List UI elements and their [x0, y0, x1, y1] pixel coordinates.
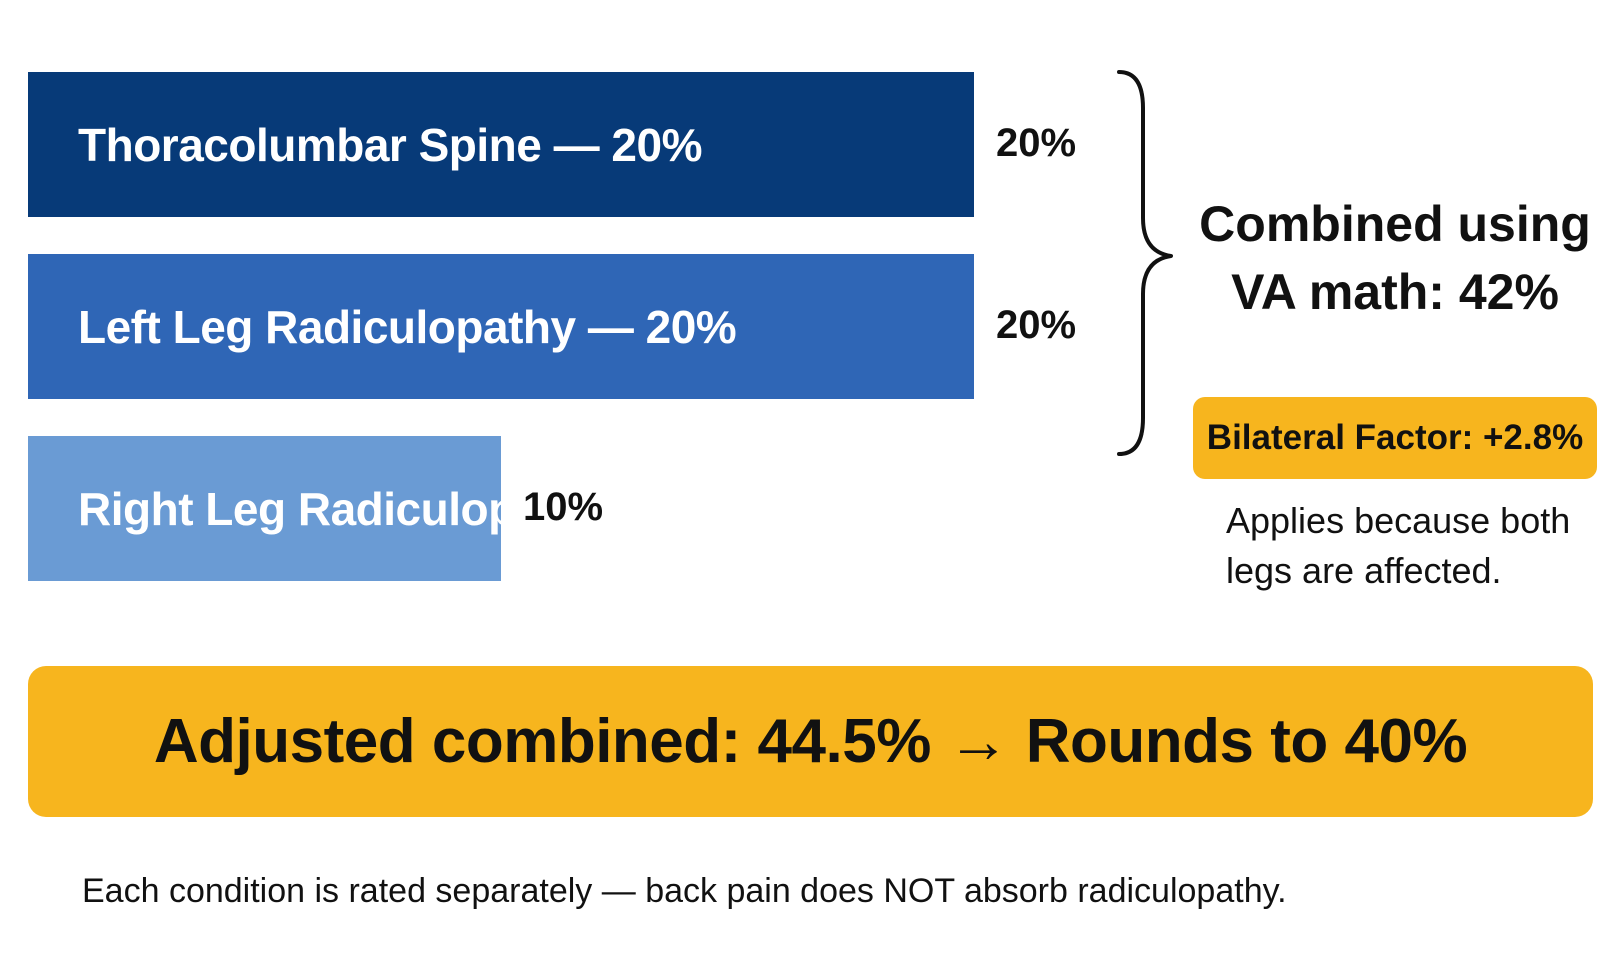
bar-label: Left Leg Radiculopathy — 20% — [78, 300, 737, 353]
bar-value-label: 20% — [996, 302, 1077, 347]
bar-label: Thoracolumbar Spine — 20% — [78, 118, 702, 171]
adjusted-combined-banner: Adjusted combined: 44.5% → Rounds to 40% — [28, 666, 1593, 817]
bar-3: Right Leg Radiculopathy — 10% — [28, 436, 769, 581]
bar-2: Left Leg Radiculopathy — 20% — [28, 254, 974, 399]
bar-1: Thoracolumbar Spine — 20% — [28, 72, 974, 217]
combined-total-label: Combined using VA math: 42% — [1199, 196, 1591, 320]
bilateral-factor-note: Applies because both legs are affected. — [1226, 500, 1571, 591]
bilateral-factor-badge: Bilateral Factor: +2.8% — [1193, 397, 1597, 479]
bracket-brace — [1117, 70, 1173, 456]
bar-value-label: 10% — [523, 484, 604, 529]
bar-value-label: 20% — [996, 120, 1077, 165]
footnote: Each condition is rated separately — bac… — [82, 872, 1287, 910]
bar-label: Right Leg Radiculopathy — 10% — [78, 482, 769, 535]
